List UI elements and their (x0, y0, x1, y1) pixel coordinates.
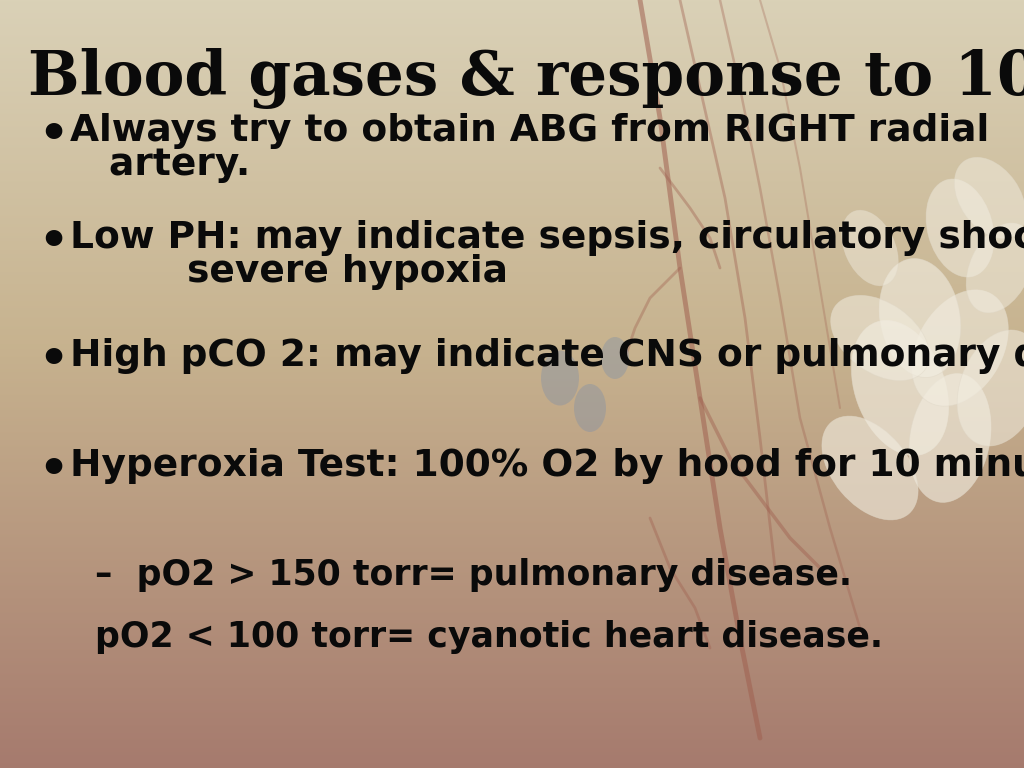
Ellipse shape (909, 373, 991, 502)
Ellipse shape (880, 259, 961, 378)
Text: –  pO2 > 150 torr= pulmonary disease.: – pO2 > 150 torr= pulmonary disease. (95, 558, 852, 592)
Text: •: • (38, 113, 69, 158)
Text: Hyperoxia Test: 100% O2 by hood for 10 minutes.: Hyperoxia Test: 100% O2 by hood for 10 m… (70, 448, 1024, 484)
Text: pO2 < 100 torr= cyanotic heart disease.: pO2 < 100 torr= cyanotic heart disease. (95, 620, 883, 654)
Ellipse shape (822, 416, 919, 520)
Ellipse shape (957, 330, 1024, 446)
Text: •: • (38, 220, 69, 265)
Ellipse shape (926, 179, 994, 277)
Text: artery.: artery. (70, 147, 250, 183)
Ellipse shape (541, 350, 579, 406)
Ellipse shape (574, 384, 606, 432)
Ellipse shape (967, 223, 1024, 313)
Ellipse shape (911, 290, 1009, 406)
Ellipse shape (954, 157, 1024, 239)
Text: Low PH: may indicate sepsis, circulatory shock or: Low PH: may indicate sepsis, circulatory… (70, 220, 1024, 256)
Text: •: • (38, 448, 69, 493)
Text: •: • (38, 338, 69, 383)
Text: severe hypoxia: severe hypoxia (70, 254, 508, 290)
Ellipse shape (601, 337, 629, 379)
Text: Always try to obtain ABG from RIGHT radial: Always try to obtain ABG from RIGHT radi… (70, 113, 989, 149)
Text: Blood gases & response to 100% O2: Blood gases & response to 100% O2 (28, 48, 1024, 109)
Ellipse shape (851, 320, 948, 455)
Text: High pCO 2: may indicate CNS or pulmonary disease.: High pCO 2: may indicate CNS or pulmonar… (70, 338, 1024, 374)
Ellipse shape (830, 296, 930, 381)
Ellipse shape (842, 210, 898, 286)
